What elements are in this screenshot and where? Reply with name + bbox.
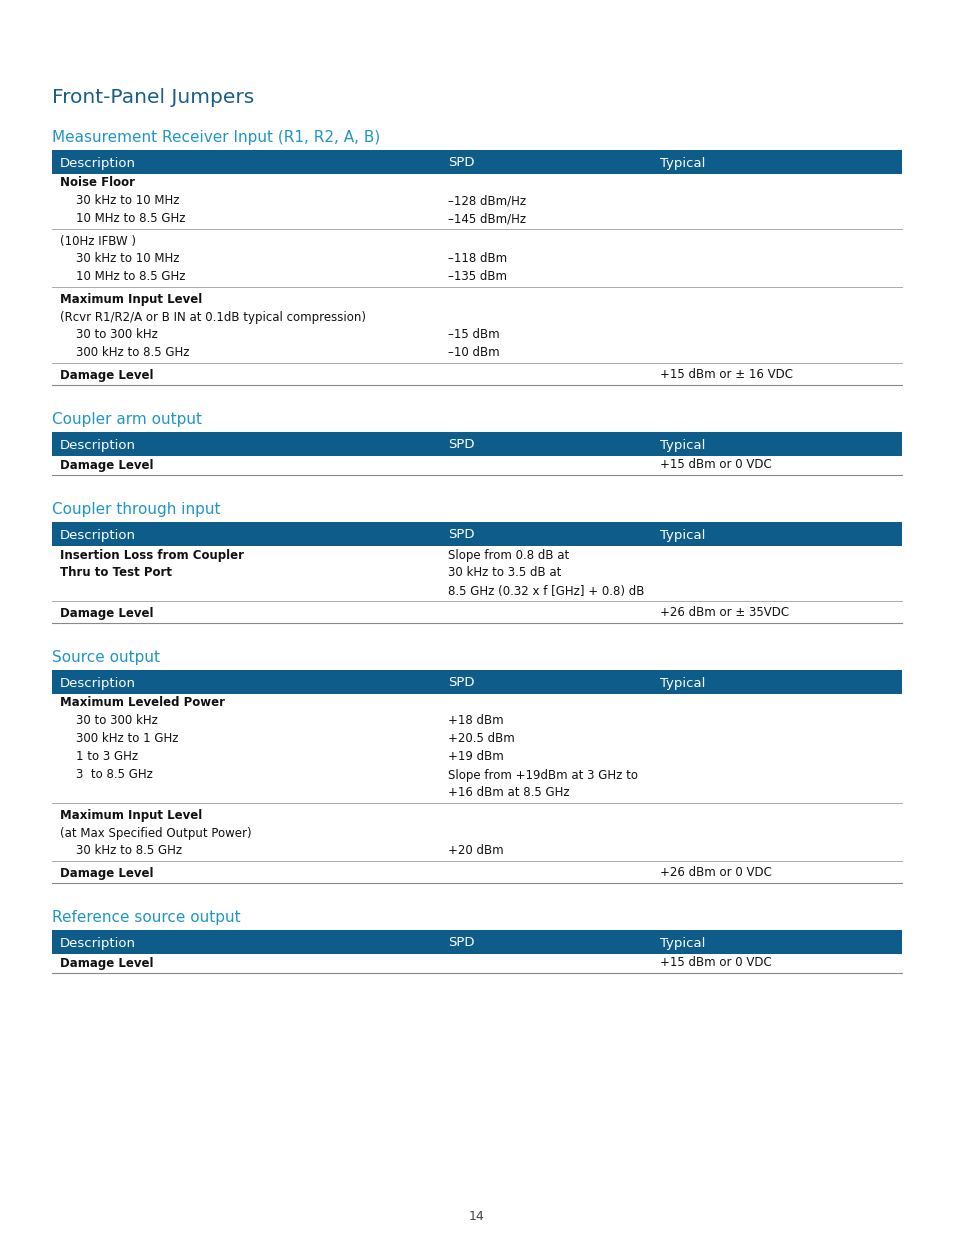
Text: –145 dBm/Hz: –145 dBm/Hz — [448, 212, 525, 226]
Text: Typical: Typical — [659, 936, 704, 950]
Text: +16 dBm at 8.5 GHz: +16 dBm at 8.5 GHz — [448, 787, 569, 799]
Text: Damage Level: Damage Level — [60, 867, 153, 879]
Text: 30 kHz to 3.5 dB at: 30 kHz to 3.5 dB at — [448, 567, 560, 579]
Text: Description: Description — [60, 438, 136, 452]
Text: Typical: Typical — [659, 677, 704, 689]
Text: (10Hz IFBW ): (10Hz IFBW ) — [60, 235, 136, 247]
Text: –135 dBm: –135 dBm — [448, 270, 506, 284]
Text: (Rcvr R1/R2/A or B IN at 0.1dB typical compression): (Rcvr R1/R2/A or B IN at 0.1dB typical c… — [60, 310, 366, 324]
Text: 14: 14 — [469, 1210, 484, 1223]
Text: +20.5 dBm: +20.5 dBm — [448, 732, 515, 746]
Text: (at Max Specified Output Power): (at Max Specified Output Power) — [60, 826, 252, 840]
Text: 3  to 8.5 GHz: 3 to 8.5 GHz — [76, 768, 152, 782]
Text: Damage Level: Damage Level — [60, 368, 153, 382]
Text: Description: Description — [60, 677, 136, 689]
Text: Description: Description — [60, 529, 136, 541]
Text: Description: Description — [60, 936, 136, 950]
Text: 30 kHz to 10 MHz: 30 kHz to 10 MHz — [76, 194, 179, 207]
Text: Typical: Typical — [659, 157, 704, 169]
Text: 8.5 GHz (0.32 x f [GHz] + 0.8) dB: 8.5 GHz (0.32 x f [GHz] + 0.8) dB — [448, 584, 643, 598]
Text: Source output: Source output — [52, 650, 160, 664]
Text: Coupler through input: Coupler through input — [52, 501, 220, 517]
Text: Coupler arm output: Coupler arm output — [52, 412, 202, 427]
Text: Slope from +19dBm at 3 GHz to: Slope from +19dBm at 3 GHz to — [448, 768, 638, 782]
Text: Reference source output: Reference source output — [52, 910, 240, 925]
Text: +18 dBm: +18 dBm — [448, 715, 503, 727]
Text: SPD: SPD — [448, 677, 474, 689]
Text: 30 to 300 kHz: 30 to 300 kHz — [76, 715, 157, 727]
Text: SPD: SPD — [448, 438, 474, 452]
Text: Damage Level: Damage Level — [60, 956, 153, 969]
Text: Noise Floor: Noise Floor — [60, 177, 135, 189]
Text: +26 dBm or ± 35VDC: +26 dBm or ± 35VDC — [659, 606, 788, 620]
Text: Maximum Input Level: Maximum Input Level — [60, 293, 202, 305]
Text: Damage Level: Damage Level — [60, 606, 153, 620]
Text: +26 dBm or 0 VDC: +26 dBm or 0 VDC — [659, 867, 771, 879]
Text: –15 dBm: –15 dBm — [448, 329, 499, 342]
Text: Maximum Input Level: Maximum Input Level — [60, 809, 202, 821]
Text: +15 dBm or 0 VDC: +15 dBm or 0 VDC — [659, 956, 771, 969]
Text: 30 kHz to 10 MHz: 30 kHz to 10 MHz — [76, 252, 179, 266]
Text: –118 dBm: –118 dBm — [448, 252, 507, 266]
Text: +15 dBm or 0 VDC: +15 dBm or 0 VDC — [659, 458, 771, 472]
Bar — [52, 149, 901, 174]
Text: 10 MHz to 8.5 GHz: 10 MHz to 8.5 GHz — [76, 212, 185, 226]
Text: +15 dBm or ± 16 VDC: +15 dBm or ± 16 VDC — [659, 368, 792, 382]
Bar — [52, 432, 901, 456]
Text: 1 to 3 GHz: 1 to 3 GHz — [76, 751, 138, 763]
Text: 30 to 300 kHz: 30 to 300 kHz — [76, 329, 157, 342]
Text: 10 MHz to 8.5 GHz: 10 MHz to 8.5 GHz — [76, 270, 185, 284]
Text: +19 dBm: +19 dBm — [448, 751, 503, 763]
Text: Slope from 0.8 dB at: Slope from 0.8 dB at — [448, 548, 569, 562]
Text: 300 kHz to 8.5 GHz: 300 kHz to 8.5 GHz — [76, 347, 190, 359]
Text: –128 dBm/Hz: –128 dBm/Hz — [448, 194, 525, 207]
Bar — [52, 930, 901, 953]
Text: SPD: SPD — [448, 529, 474, 541]
Text: Typical: Typical — [659, 438, 704, 452]
Text: Description: Description — [60, 157, 136, 169]
Text: –10 dBm: –10 dBm — [448, 347, 499, 359]
Text: SPD: SPD — [448, 936, 474, 950]
Bar — [52, 522, 901, 546]
Text: 30 kHz to 8.5 GHz: 30 kHz to 8.5 GHz — [76, 845, 182, 857]
Text: 300 kHz to 1 GHz: 300 kHz to 1 GHz — [76, 732, 178, 746]
Text: Measurement Receiver Input (R1, R2, A, B): Measurement Receiver Input (R1, R2, A, B… — [52, 130, 380, 144]
Text: Maximum Leveled Power: Maximum Leveled Power — [60, 697, 225, 709]
Text: SPD: SPD — [448, 157, 474, 169]
Text: Insertion Loss from Coupler: Insertion Loss from Coupler — [60, 548, 244, 562]
Text: Typical: Typical — [659, 529, 704, 541]
Text: +20 dBm: +20 dBm — [448, 845, 503, 857]
Text: Damage Level: Damage Level — [60, 458, 153, 472]
Text: Front-Panel Jumpers: Front-Panel Jumpers — [52, 88, 254, 107]
Text: Thru to Test Port: Thru to Test Port — [60, 567, 172, 579]
Bar — [52, 671, 901, 694]
